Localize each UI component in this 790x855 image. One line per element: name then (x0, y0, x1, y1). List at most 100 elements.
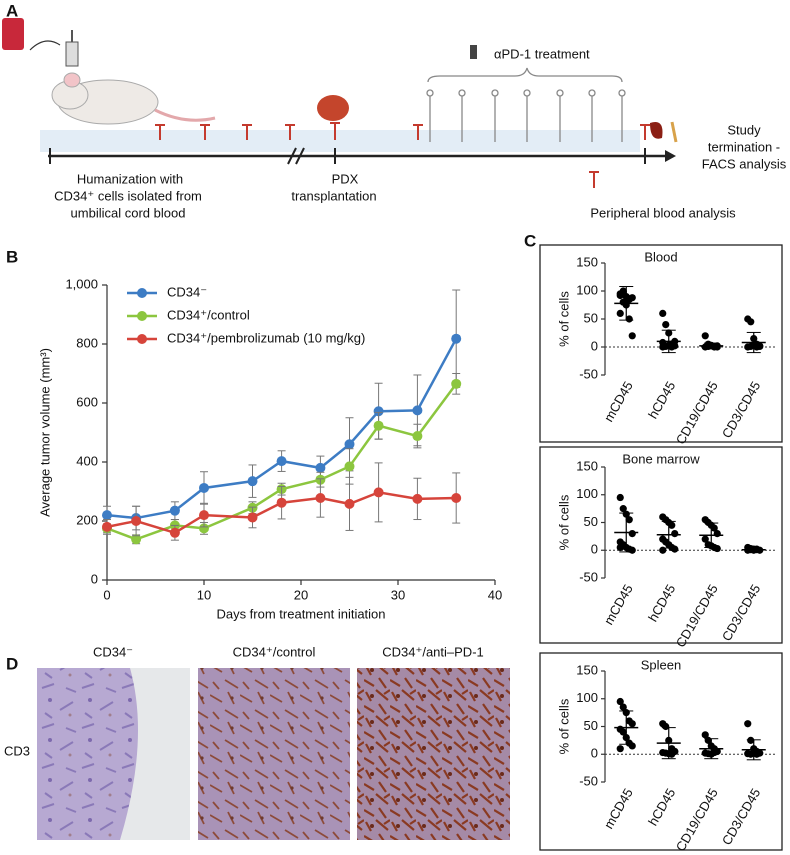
point (169, 505, 180, 516)
dot (619, 703, 627, 711)
dot (671, 545, 679, 553)
y-tick-label: 50 (584, 514, 598, 529)
dot (713, 530, 721, 538)
dot (619, 288, 627, 296)
blood-sampling (155, 122, 650, 188)
dot (668, 521, 676, 529)
plot-title: Spleen (641, 657, 681, 672)
y-tick-label: 100 (576, 486, 598, 501)
legend-label: CD34⁺/pembrolizumab (10 mg/kg) (167, 330, 365, 345)
dot (619, 728, 627, 736)
y-tick-label: 150 (576, 662, 598, 677)
dot (628, 720, 636, 728)
histology-column: CD34⁺/anti–PD-1 (382, 644, 484, 659)
dot (628, 332, 636, 340)
point (169, 527, 180, 538)
blood-bag (2, 18, 24, 50)
panel-frame (539, 244, 783, 443)
pdx-label: PDX (332, 171, 359, 186)
y-tick-label: 400 (76, 453, 98, 468)
x-tick-label: hCD45 (645, 379, 678, 422)
x-tick-label: 10 (197, 587, 211, 602)
dot (701, 731, 709, 739)
y-tick-label: 0 (591, 338, 598, 353)
point (344, 498, 355, 509)
treatment-doses (426, 67, 626, 142)
syringe (65, 41, 79, 67)
y-axis-label: Average tumor volume (mm³) (37, 348, 52, 517)
histology-image (357, 668, 510, 840)
point (412, 431, 423, 442)
histology-column: CD34⁺/control (233, 644, 316, 659)
y-tick-label: 50 (584, 718, 598, 733)
panel-frame (539, 652, 783, 851)
point (315, 462, 326, 473)
histology-row: CD3 (4, 743, 30, 758)
dot (619, 505, 627, 513)
legend-marker (137, 334, 147, 344)
panel-label: D (6, 654, 18, 673)
dot (756, 342, 764, 351)
dot (671, 530, 679, 538)
plot-title: Bone marrow (622, 451, 700, 466)
termination-label: termination - (708, 139, 780, 154)
y-tick-label: 100 (576, 690, 598, 705)
humanization-label: CD34⁺ cells isolated from (54, 188, 202, 203)
pdx-label: transplantation (291, 188, 376, 203)
plot-title: Blood (644, 249, 677, 264)
dot (744, 720, 752, 728)
x-tick-label: hCD45 (645, 786, 678, 829)
point (412, 493, 423, 504)
termination-label: Study (727, 122, 761, 137)
dot (701, 332, 709, 340)
vial (470, 45, 477, 59)
humanization-label: Humanization with (77, 171, 183, 186)
dot (625, 516, 633, 524)
arrow (29, 40, 61, 51)
dot (616, 543, 624, 552)
point (276, 497, 287, 508)
point (131, 516, 142, 526)
dot (628, 742, 636, 750)
dot (747, 736, 755, 744)
panel-label: A (6, 1, 18, 20)
dot (753, 750, 761, 758)
y-tick-label: -50 (579, 366, 598, 381)
legend-label: CD34⁻ (167, 284, 207, 299)
x-tick-label: 20 (294, 587, 308, 602)
x-tick-label: CD3/CD45 (719, 379, 763, 441)
dot (671, 747, 679, 756)
x-tick-label: CD19/CD45 (673, 786, 721, 854)
point (199, 510, 209, 521)
y-tick-label: 100 (576, 282, 598, 297)
y-tick-label: 600 (76, 394, 98, 409)
histology-image (198, 668, 350, 840)
point (199, 523, 209, 534)
panel-label: C (524, 231, 536, 250)
point (344, 439, 355, 450)
histology-column: CD34⁻ (93, 644, 133, 659)
x-tick-label: CD3/CD45 (719, 786, 763, 848)
y-tick-label: 0 (591, 746, 598, 761)
tumor (317, 95, 349, 121)
y-tick-label: 150 (576, 254, 598, 269)
treatment-label: αPD-1 treatment (494, 46, 590, 61)
dot (701, 535, 709, 543)
dot (628, 546, 636, 554)
point (451, 378, 462, 389)
y-tick-label: 1,000 (65, 276, 98, 291)
dot (747, 318, 755, 326)
dot (662, 321, 670, 329)
point (373, 420, 384, 431)
x-tick-label: CD3/CD45 (719, 582, 763, 644)
x-tick-label: CD19/CD45 (673, 582, 721, 650)
humanization-label: umbilical cord blood (71, 205, 186, 220)
y-tick-label: 200 (76, 512, 98, 527)
y-axis-label: % of cells (556, 291, 571, 347)
dot (616, 493, 624, 502)
point (373, 406, 384, 417)
termination-label: FACS analysis (702, 156, 787, 171)
point (451, 333, 462, 344)
y-tick-label: 0 (591, 542, 598, 557)
